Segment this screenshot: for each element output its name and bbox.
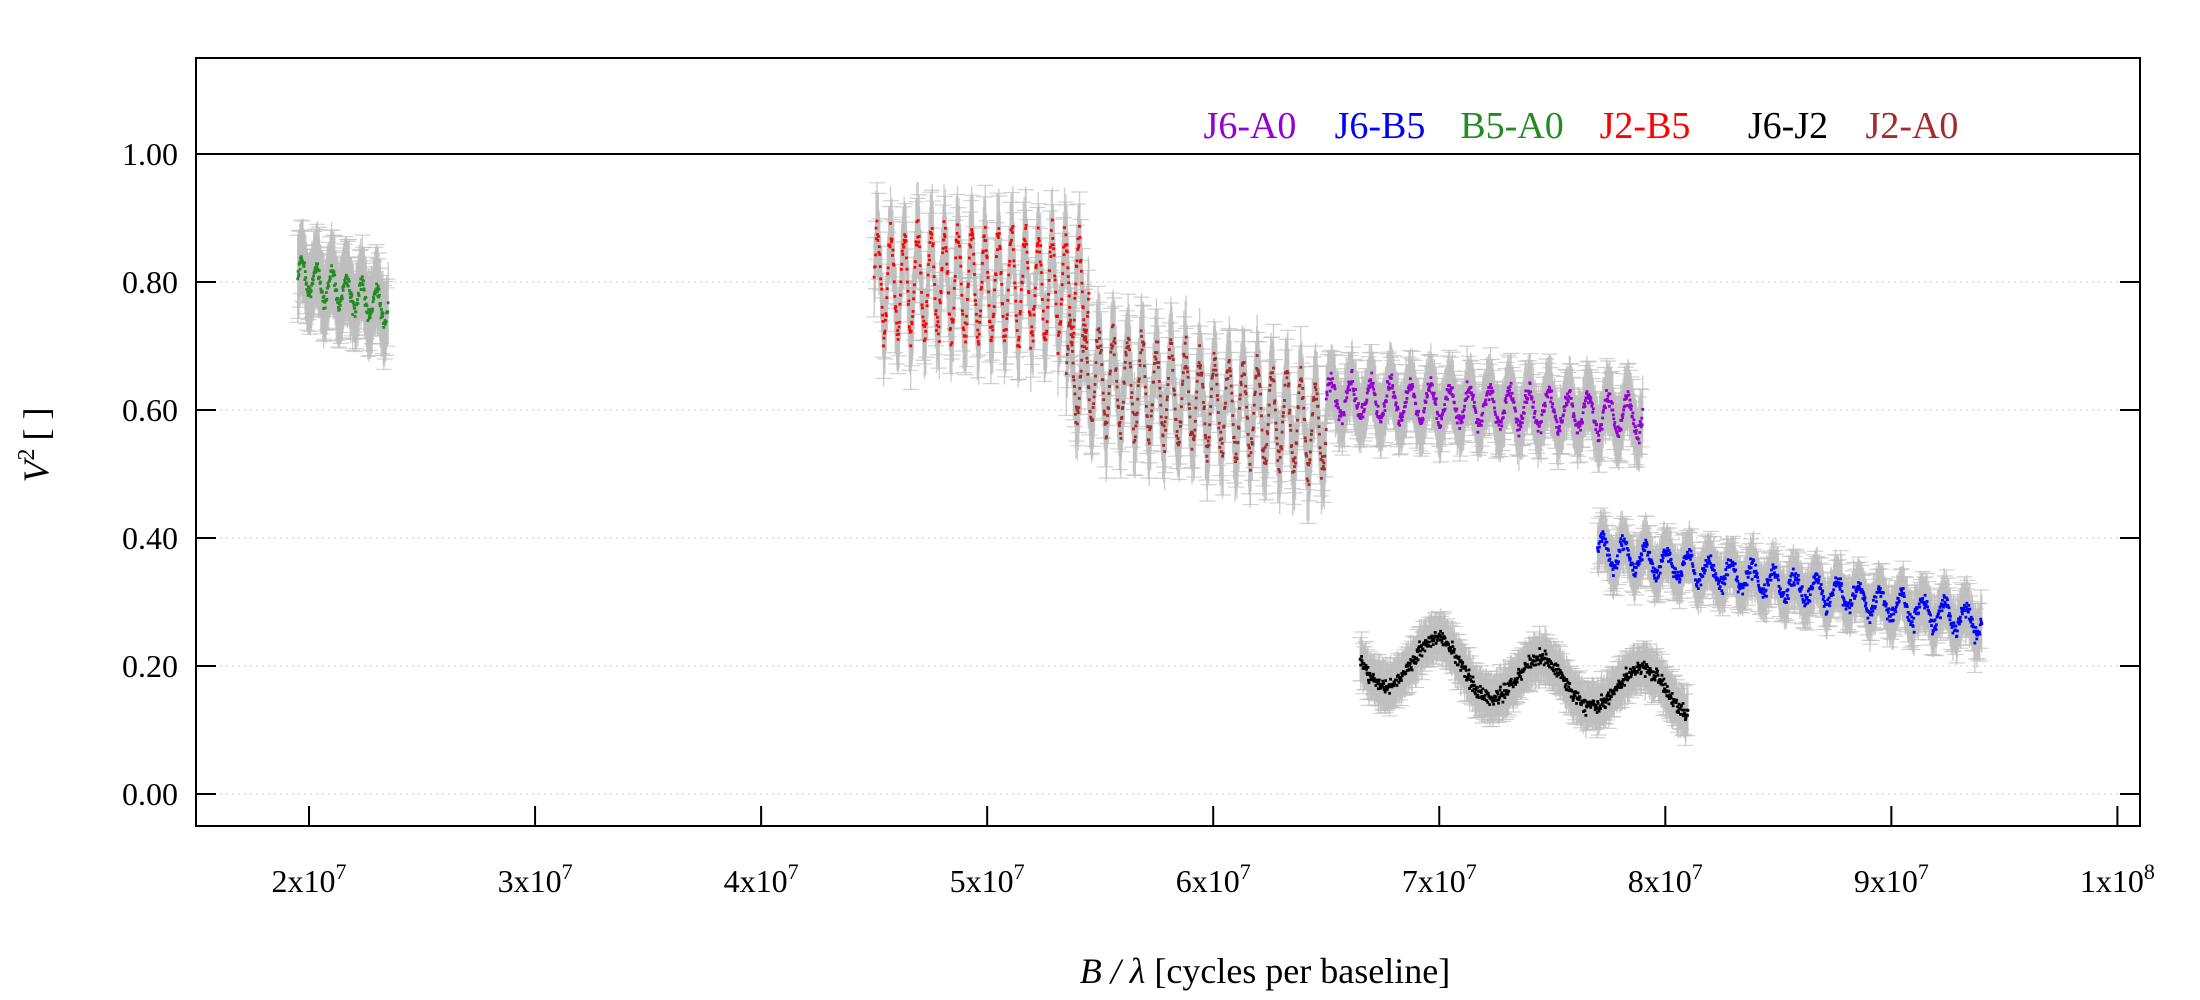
error-bars: [289, 181, 1989, 746]
grid-lines: [196, 153, 2140, 795]
